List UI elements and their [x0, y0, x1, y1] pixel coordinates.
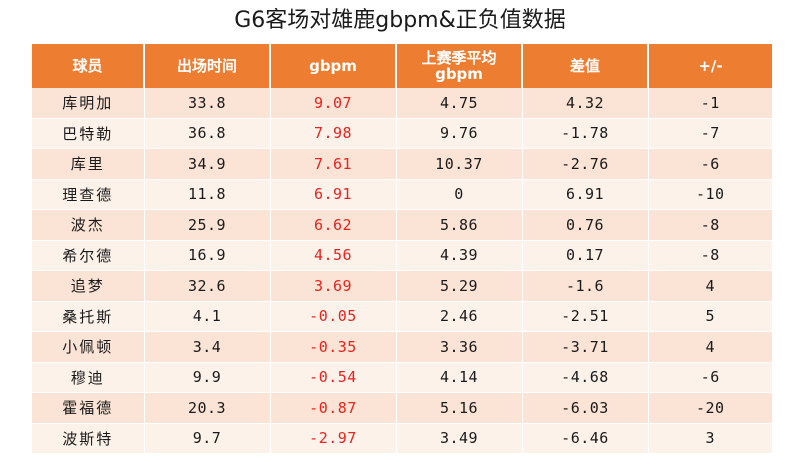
- table-row: 理查德 11.8 6.91 0 6.91 -10: [32, 179, 772, 210]
- header-difference: 差值: [522, 44, 649, 88]
- cell-plus-minus: -6: [648, 362, 772, 393]
- cell-last-season-gbpm: 0: [396, 179, 523, 210]
- page-title: G6客场对雄鹿gbpm&正负值数据: [234, 8, 566, 33]
- cell-plus-minus: 4: [648, 331, 772, 363]
- cell-difference: -6.03: [522, 392, 649, 424]
- cell-difference: -2.51: [522, 301, 649, 332]
- cell-gbpm: 3.69: [270, 270, 397, 302]
- cell-last-season-gbpm: 4.14: [396, 362, 523, 393]
- cell-last-season-gbpm: 9.76: [396, 118, 523, 149]
- cell-plus-minus: -1: [648, 88, 772, 119]
- cell-difference: -2.76: [522, 148, 649, 180]
- cell-gbpm: 6.91: [270, 179, 397, 210]
- cell-last-season-gbpm: 5.29: [396, 270, 523, 302]
- cell-plus-minus: 3: [648, 423, 772, 454]
- cell-difference: -1.6: [522, 270, 649, 302]
- cell-last-season-gbpm: 3.36: [396, 331, 523, 363]
- cell-gbpm: -0.54: [270, 362, 397, 393]
- cell-plus-minus: -8: [648, 209, 772, 241]
- cell-gbpm: 4.56: [270, 240, 397, 271]
- table-header: 球员 出场时间 gbpm 上赛季平均 gbpm 差值 +/-: [32, 44, 772, 88]
- cell-plus-minus: -8: [648, 240, 772, 271]
- table-row: 追梦 32.6 3.69 5.29 -1.6 4: [32, 270, 772, 302]
- cell-plus-minus: 4: [648, 270, 772, 302]
- table-row: 穆迪 9.9 -0.54 4.14 -4.68 -6: [32, 362, 772, 393]
- cell-last-season-gbpm: 4.75: [396, 88, 523, 119]
- cell-gbpm: 6.62: [270, 209, 397, 241]
- cell-minutes: 9.7: [144, 423, 271, 454]
- cell-minutes: 16.9: [144, 240, 271, 271]
- cell-last-season-gbpm: 4.39: [396, 240, 523, 271]
- cell-gbpm: -0.87: [270, 392, 397, 424]
- cell-plus-minus: -20: [648, 392, 772, 424]
- cell-gbpm: 7.61: [270, 148, 397, 180]
- cell-difference: 6.91: [522, 179, 649, 210]
- cell-gbpm: -2.97: [270, 423, 397, 454]
- table-row: 库明加 33.8 9.07 4.75 4.32 -1: [32, 88, 772, 119]
- cell-gbpm: 9.07: [270, 88, 397, 119]
- cell-gbpm: -0.05: [270, 301, 397, 332]
- cell-minutes: 20.3: [144, 392, 271, 424]
- cell-difference: -4.68: [522, 362, 649, 393]
- cell-player: 波斯特: [32, 423, 145, 454]
- cell-plus-minus: -7: [648, 118, 772, 149]
- cell-difference: -1.78: [522, 118, 649, 149]
- cell-last-season-gbpm: 5.16: [396, 392, 523, 424]
- header-row: 球员 出场时间 gbpm 上赛季平均 gbpm 差值 +/-: [32, 44, 772, 88]
- table-row: 巴特勒 36.8 7.98 9.76 -1.78 -7: [32, 118, 772, 149]
- cell-difference: -3.71: [522, 331, 649, 363]
- table-row: 波杰 25.9 6.62 5.86 0.76 -8: [32, 209, 772, 241]
- cell-player: 巴特勒: [32, 118, 145, 149]
- header-gbpm: gbpm: [270, 44, 397, 88]
- table-body: 库明加 33.8 9.07 4.75 4.32 -1 巴特勒 36.8 7.98 9.76 -1.7…: [32, 88, 772, 454]
- cell-last-season-gbpm: 2.46: [396, 301, 523, 332]
- cell-minutes: 11.8: [144, 179, 271, 210]
- cell-player: 希尔德: [32, 240, 145, 271]
- header-plus-minus: +/-: [648, 44, 772, 88]
- cell-minutes: 32.6: [144, 270, 271, 302]
- cell-minutes: 34.9: [144, 148, 271, 180]
- header-last-season-gbpm: 上赛季平均 gbpm: [396, 44, 523, 88]
- table-row: 桑托斯 4.1 -0.05 2.46 -2.51 5: [32, 301, 772, 332]
- cell-minutes: 36.8: [144, 118, 271, 149]
- cell-minutes: 25.9: [144, 209, 271, 241]
- cell-last-season-gbpm: 3.49: [396, 423, 523, 454]
- cell-player: 霍福德: [32, 392, 145, 424]
- table-row: 希尔德 16.9 4.56 4.39 0.17 -8: [32, 240, 772, 271]
- header-minutes: 出场时间: [144, 44, 271, 88]
- cell-difference: -6.46: [522, 423, 649, 454]
- table-row: 小佩顿 3.4 -0.35 3.36 -3.71 4: [32, 331, 772, 363]
- cell-player: 穆迪: [32, 362, 145, 393]
- cell-player: 波杰: [32, 209, 145, 241]
- cell-minutes: 9.9: [144, 362, 271, 393]
- cell-minutes: 4.1: [144, 301, 271, 332]
- cell-difference: 0.17: [522, 240, 649, 271]
- cell-player: 小佩顿: [32, 331, 145, 363]
- cell-plus-minus: -6: [648, 148, 772, 180]
- cell-difference: 4.32: [522, 88, 649, 119]
- cell-player: 库里: [32, 148, 145, 180]
- cell-minutes: 3.4: [144, 331, 271, 363]
- header-player: 球员: [32, 44, 145, 88]
- cell-player: 追梦: [32, 270, 145, 302]
- cell-plus-minus: -10: [648, 179, 772, 210]
- cell-last-season-gbpm: 10.37: [396, 148, 523, 180]
- table-row: 波斯特 9.7 -2.97 3.49 -6.46 3: [32, 423, 772, 454]
- table-row: 库里 34.9 7.61 10.37 -2.76 -6: [32, 148, 772, 180]
- stats-table: 球员 出场时间 gbpm 上赛季平均 gbpm 差值 +/- 库明加 33.8 9.…: [32, 44, 772, 454]
- cell-gbpm: -0.35: [270, 331, 397, 363]
- cell-player: 理查德: [32, 179, 145, 210]
- cell-difference: 0.76: [522, 209, 649, 241]
- cell-gbpm: 7.98: [270, 118, 397, 149]
- cell-minutes: 33.8: [144, 88, 271, 119]
- cell-plus-minus: 5: [648, 301, 772, 332]
- cell-player: 桑托斯: [32, 301, 145, 332]
- table-row: 霍福德 20.3 -0.87 5.16 -6.03 -20: [32, 392, 772, 424]
- cell-last-season-gbpm: 5.86: [396, 209, 523, 241]
- cell-player: 库明加: [32, 88, 145, 119]
